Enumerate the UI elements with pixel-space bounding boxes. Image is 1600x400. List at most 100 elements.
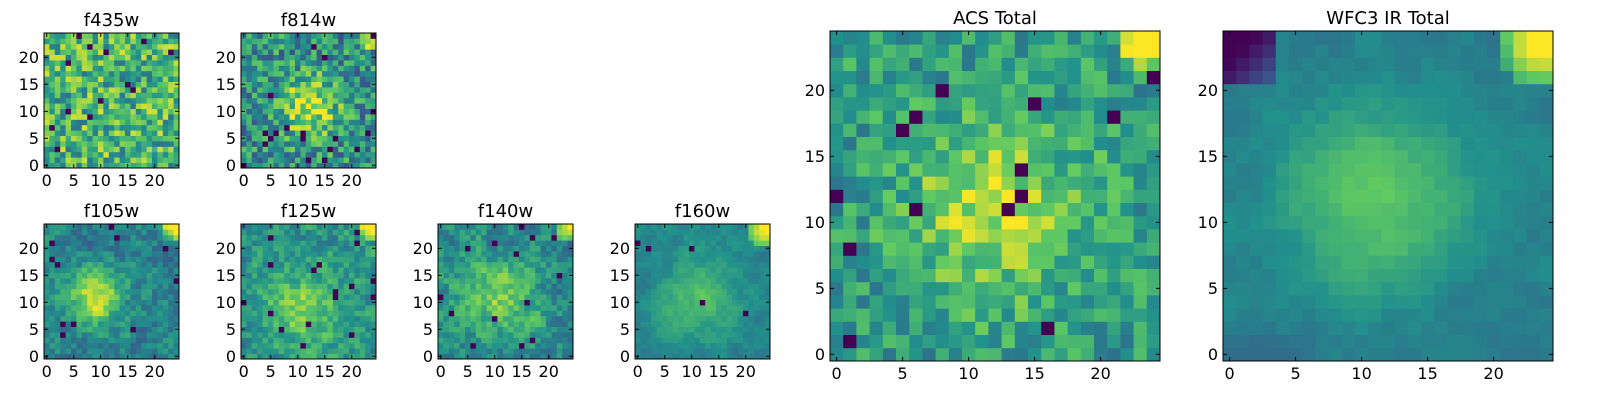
heatmap-cell (316, 114, 323, 120)
heatmap-cell (130, 305, 137, 311)
heatmap-cell (71, 124, 77, 131)
heatmap-cell (241, 315, 247, 322)
heatmap-cell (694, 315, 701, 322)
heatmap-cell (470, 294, 477, 300)
heatmap-cell (909, 189, 923, 203)
heatmap-cell (1302, 189, 1316, 203)
heatmap-cell (338, 119, 344, 126)
heatmap-cell (354, 54, 361, 61)
heatmap-cell (365, 305, 371, 311)
heatmap-cell (168, 240, 174, 246)
heatmap-cell (44, 288, 50, 295)
heatmap-cell (157, 337, 164, 344)
heatmap-cell (370, 294, 377, 300)
heatmap-cell (98, 87, 104, 93)
heatmap-cell (869, 215, 884, 230)
heatmap-cell (168, 321, 174, 327)
heatmap-cell (448, 261, 455, 268)
heatmap-cell (81, 135, 88, 142)
heatmap-cell (470, 342, 477, 349)
heatmap-cell (759, 234, 765, 241)
heatmap-cell (157, 272, 164, 279)
heatmap-cell (130, 251, 137, 257)
heatmap-cell (173, 60, 180, 66)
heatmap-cell (354, 49, 361, 55)
heatmap-cell (246, 283, 253, 290)
heatmap-cell (1133, 189, 1148, 203)
heatmap-cell (1067, 347, 1082, 362)
heatmap-cell (1341, 281, 1356, 296)
heatmap-cell (311, 70, 317, 77)
heatmap-cell (173, 261, 180, 268)
heatmap-cell (300, 310, 307, 317)
heatmap-cell (935, 123, 950, 137)
heatmap-cell (830, 229, 844, 243)
heatmap-cell (524, 229, 531, 236)
heatmap-cell (1080, 189, 1095, 203)
heatmap-cell (1001, 242, 1016, 256)
heatmap-cell (65, 261, 72, 268)
heatmap-cell (311, 321, 317, 327)
heatmap-cell (830, 44, 844, 58)
heatmap-cell (322, 251, 328, 257)
heatmap-cell (667, 229, 674, 236)
heatmap-cell (273, 240, 280, 246)
heatmap-cell (529, 294, 536, 300)
heatmap-cell (108, 92, 115, 99)
heatmap-cell (1067, 255, 1082, 269)
heatmap-cell (689, 305, 695, 311)
heatmap-cell (241, 229, 247, 236)
heatmap-cell (316, 38, 323, 45)
heatmap-cell (125, 310, 131, 317)
heatmap-cell (162, 33, 169, 39)
heatmap-cell (486, 261, 493, 268)
heatmap-cell (354, 103, 361, 109)
heatmap-cell (87, 114, 93, 120)
heatmap-cell (65, 321, 72, 327)
heatmap-cell (60, 146, 66, 153)
heatmap-cell (737, 294, 744, 300)
heatmap-cell (327, 70, 334, 77)
heatmap-cell (157, 162, 164, 169)
heatmap-cell (60, 135, 66, 142)
heatmap-cell (1041, 57, 1055, 71)
heatmap-cell (305, 54, 312, 61)
heatmap-cell (152, 87, 158, 93)
heatmap-cell (295, 108, 301, 115)
heatmap-cell (753, 245, 760, 252)
heatmap-cell (443, 353, 450, 360)
heatmap-cell (475, 245, 482, 252)
heatmap-cell (141, 81, 147, 88)
heatmap-cell (497, 261, 504, 268)
heatmap-cell (486, 288, 493, 295)
heatmap-cell (349, 135, 355, 142)
heatmap-cell (152, 256, 158, 263)
heatmap-cell (492, 342, 498, 349)
heatmap-cell (508, 224, 514, 230)
heatmap-cell (753, 224, 760, 230)
heatmap-cell (365, 272, 371, 279)
heatmap-cell (316, 353, 323, 360)
heatmap-cell (135, 103, 142, 109)
heatmap-cell (338, 261, 344, 268)
heatmap-cell (262, 267, 269, 273)
heatmap-cell (830, 308, 844, 322)
heatmap-cell (475, 310, 482, 317)
x-tick-label: 0 (239, 171, 249, 190)
heatmap-cell (759, 288, 765, 295)
heatmap-cell (710, 321, 717, 327)
heatmap-cell (645, 294, 652, 300)
heatmap-cell (257, 43, 263, 50)
heatmap-cell (173, 157, 180, 163)
heatmap-cell (278, 141, 285, 147)
heatmap-cell (830, 83, 844, 98)
heatmap-cell (268, 267, 274, 273)
heatmap-cell (54, 54, 61, 61)
heatmap-cell (551, 234, 558, 241)
heatmap-cell (556, 299, 563, 306)
heatmap-cell (146, 321, 153, 327)
heatmap-cell (284, 288, 290, 295)
heatmap-cell (338, 87, 344, 93)
heatmap-cell (44, 234, 50, 241)
heatmap-cell (316, 124, 323, 131)
